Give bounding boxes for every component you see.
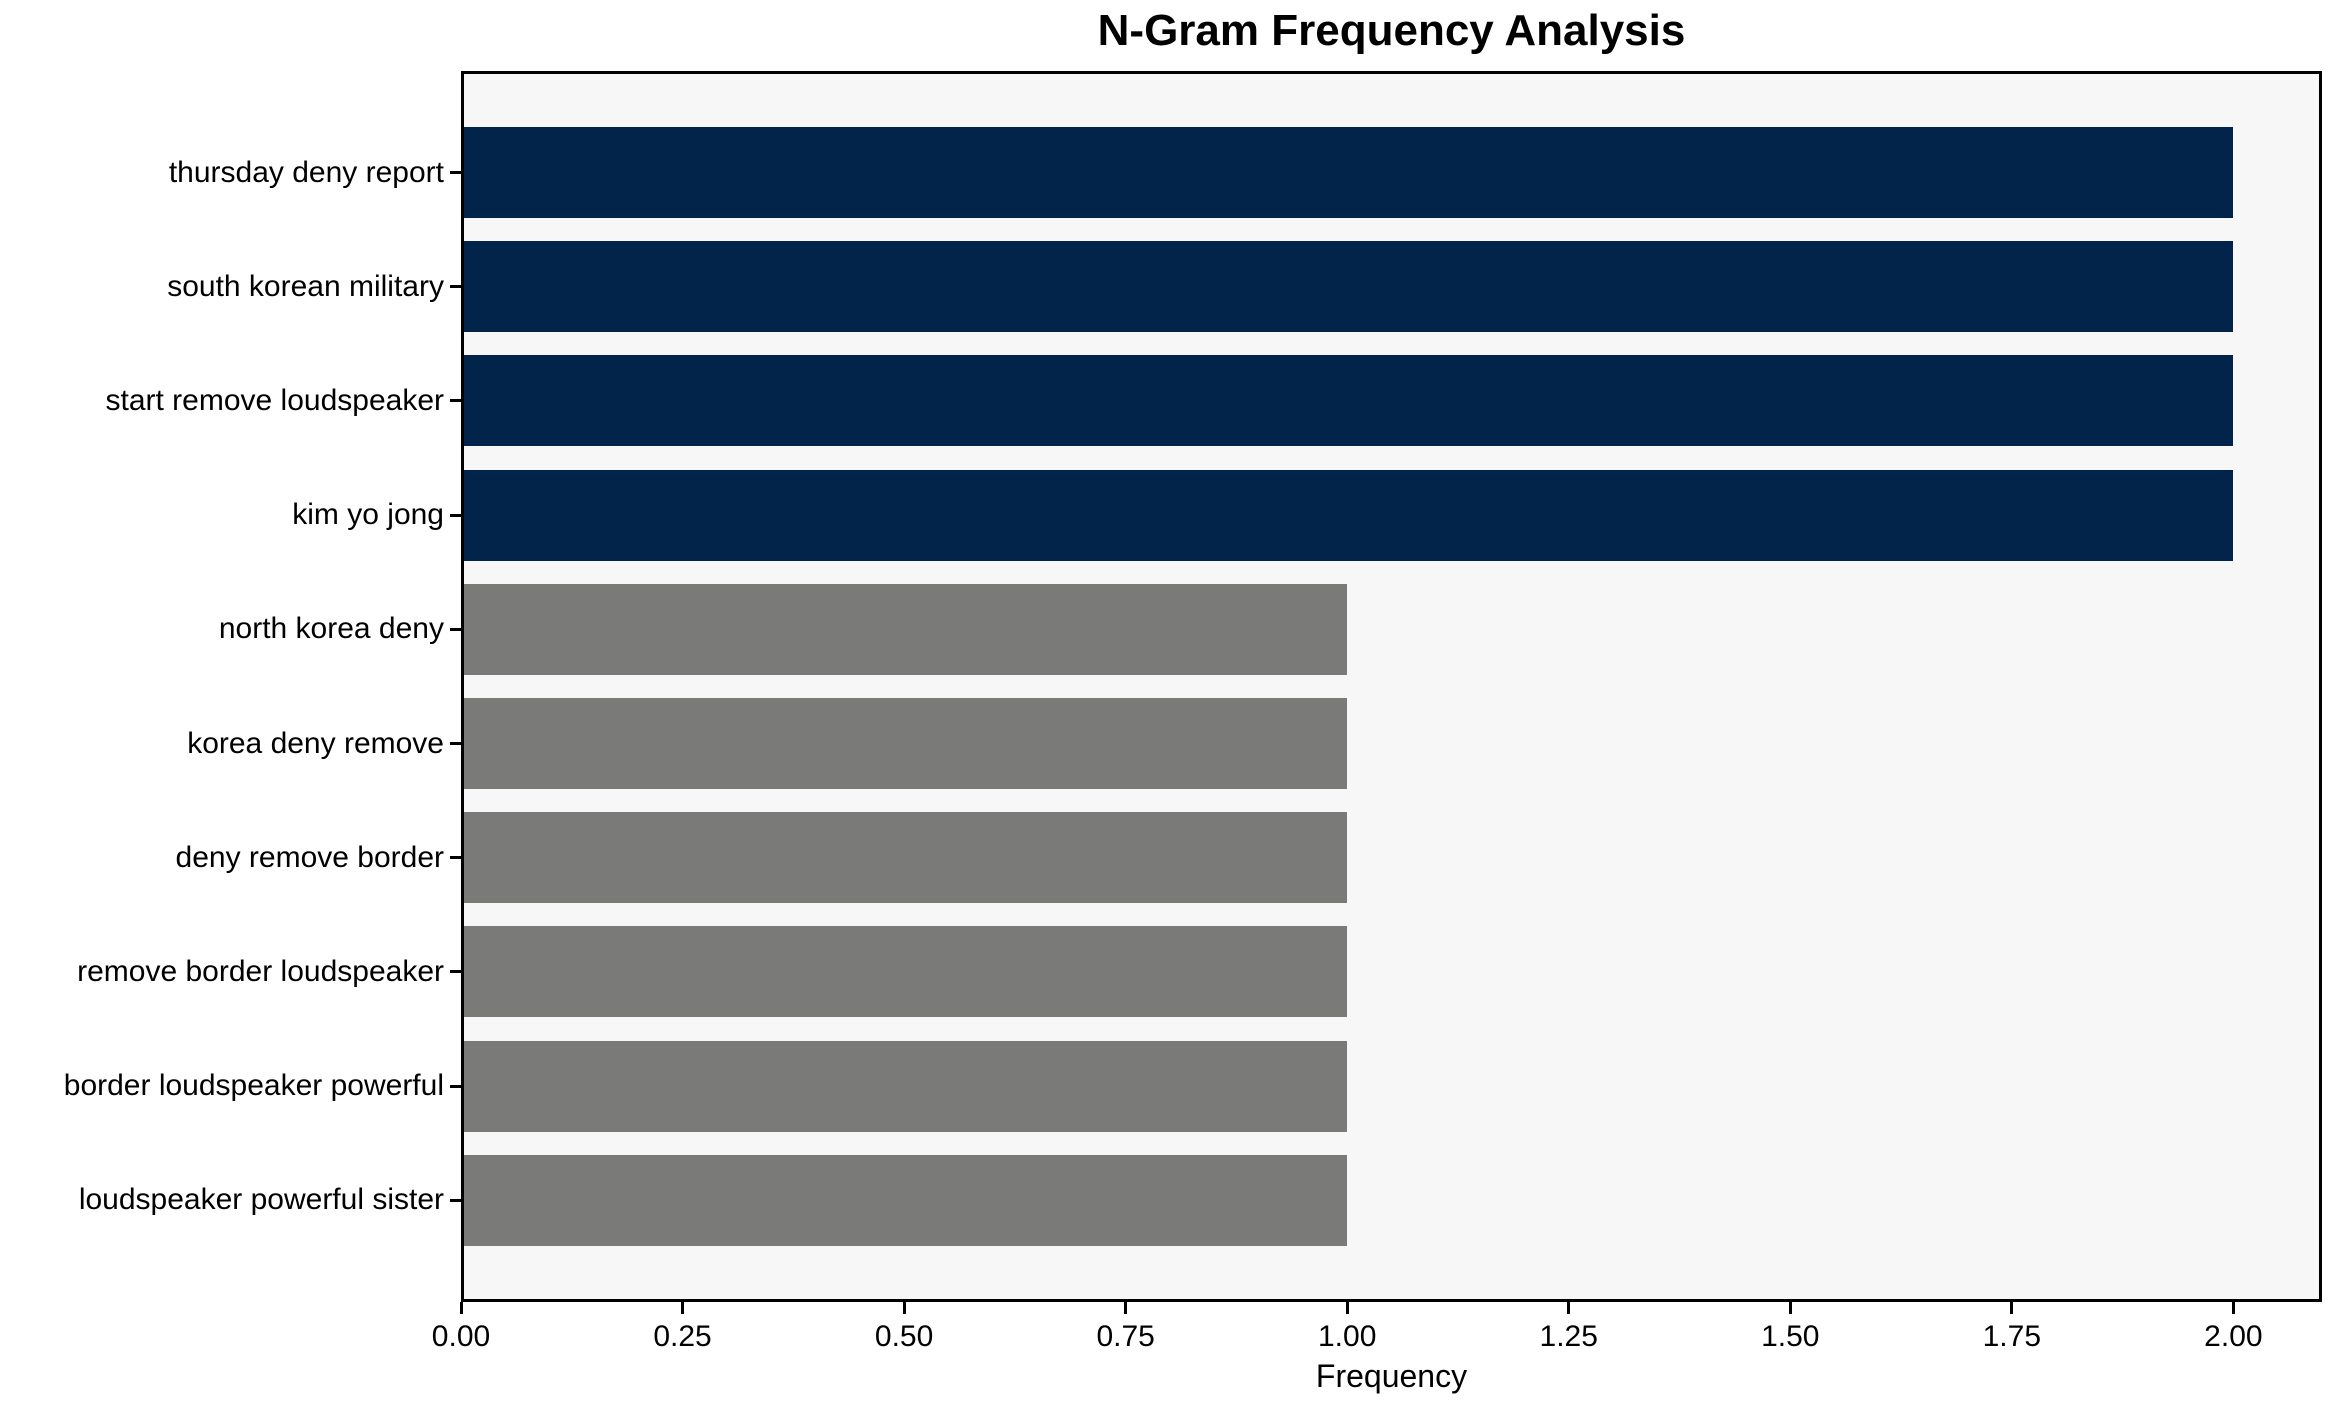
x-axis-label: Frequency [1315,1358,1468,1394]
x-tick-mark [459,1302,463,1314]
y-tick-mark [450,513,461,517]
x-tick-mark [2231,1302,2235,1314]
y-tick-label: border loudspeaker powerful [63,1069,444,1103]
x-tick-label: 2.00 [2204,1320,2263,1353]
x-tick-mark [1567,1302,1571,1314]
y-tick-mark [450,856,461,860]
x-tick-mark [2010,1302,2014,1314]
y-tick-label: thursday deny report [168,155,444,189]
x-tick-label: 0.75 [1096,1320,1155,1353]
y-tick-mark [450,1198,461,1202]
x-tick-mark [681,1302,685,1314]
x-tick-mark [1345,1302,1349,1314]
x-tick-mark [902,1302,906,1314]
bar [461,698,1348,789]
x-tick-label: 0.00 [431,1320,491,1353]
x-tick-label: 1.50 [1761,1320,1820,1353]
bar [461,355,2234,447]
x-tick-label: 1.00 [1317,1320,1377,1353]
chart-title: N-Gram Frequency Analysis [1097,6,1686,55]
y-tick-mark [450,970,461,974]
y-tick-label: start remove loudspeaker [105,383,445,417]
bar [461,241,2234,333]
y-tick-label: kim yo jong [292,498,444,532]
y-tick-label: south korean military [167,269,444,303]
y-tick-mark [450,285,461,289]
y-tick-mark [450,399,461,403]
bar [461,1040,1348,1132]
x-tick-label: 1.25 [1539,1320,1598,1353]
y-tick-label: remove border loudspeaker [77,954,444,988]
bar [461,127,2234,218]
y-tick-label: north korea deny [218,612,444,646]
y-tick-mark [450,171,461,174]
y-tick-label: korea deny remove [187,726,444,760]
y-tick-mark [450,1084,461,1088]
bar [461,926,1348,1018]
bar [461,812,1348,904]
bar [461,469,2234,561]
y-tick-mark [450,742,461,745]
bar [461,1154,1348,1246]
y-tick-label: loudspeaker powerful sister [78,1183,444,1217]
x-tick-label: 1.75 [1982,1320,2042,1353]
y-tick-label: deny remove border [175,840,444,874]
y-tick-mark [450,627,461,631]
x-tick-label: 0.25 [653,1320,712,1353]
x-tick-mark [1124,1302,1128,1314]
bar [461,583,1348,675]
x-tick-label: 0.50 [874,1320,934,1353]
x-tick-mark [1788,1302,1792,1314]
